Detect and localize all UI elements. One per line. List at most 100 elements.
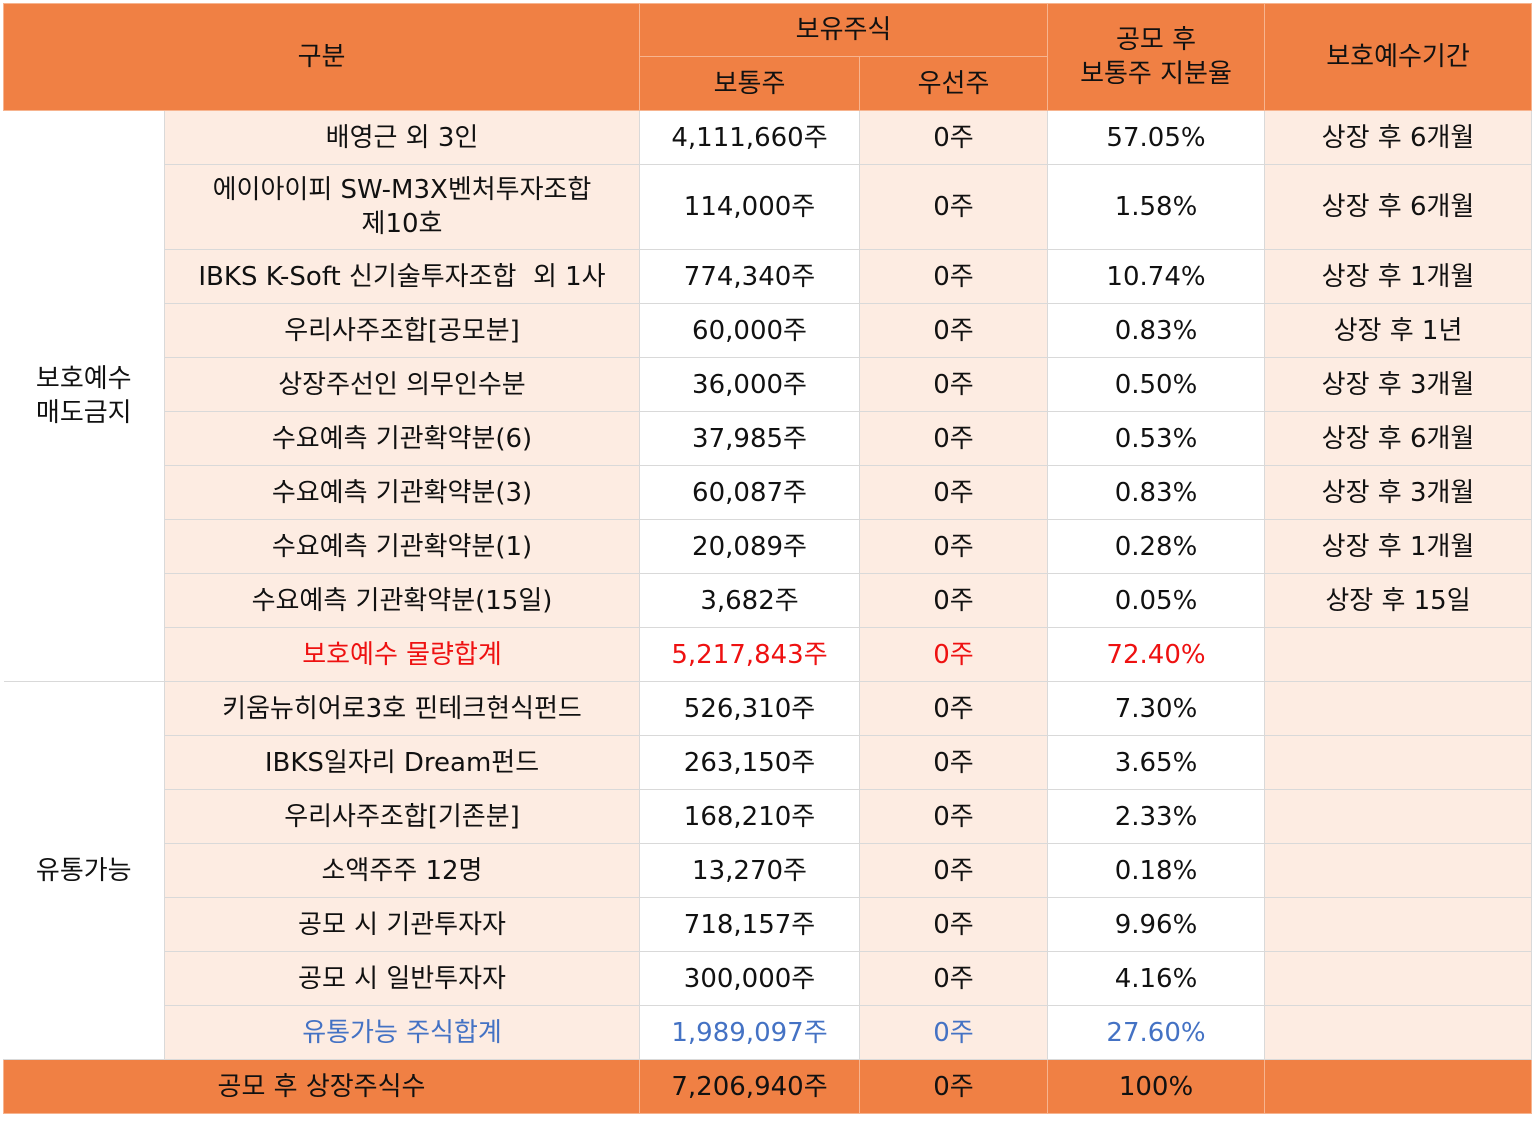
lockup-period: 상장 후 6개월 xyxy=(1264,164,1532,250)
preferred-shares: 0주 xyxy=(859,110,1048,165)
preferred-shares: 0주 xyxy=(859,573,1048,628)
holder-name: 공모 시 일반투자자 xyxy=(164,951,640,1006)
group-label-tradable: 유통가능 xyxy=(3,681,165,1060)
tradable-total-row: 유통가능 주식합계 1,989,097주 0주 27.60% xyxy=(4,1005,1532,1060)
preferred-shares: 0주 xyxy=(859,789,1048,844)
holder-name: 수요예측 기관확약분(6) xyxy=(164,411,640,466)
holder-name: 배영근 외 3인 xyxy=(164,110,640,165)
common-shares: 526,310주 xyxy=(639,681,860,736)
preferred-shares: 0주 xyxy=(859,627,1048,682)
common-shares: 60,087주 xyxy=(639,465,860,520)
table-row: 소액주주 12명 13,270주 0주 0.18% xyxy=(4,843,1532,898)
table-row: 우리사주조합[기존분] 168,210주 0주 2.33% xyxy=(4,789,1532,844)
holder-name-line2: 제10호 xyxy=(361,209,443,239)
holder-name: 에이아이피 SW-M3X벤처투자조합 제10호 xyxy=(164,164,640,250)
ownership-ratio: 1.58% xyxy=(1047,164,1265,250)
lockup-period: 상장 후 6개월 xyxy=(1264,411,1532,466)
common-shares: 168,210주 xyxy=(639,789,860,844)
table-row: 공모 시 일반투자자 300,000주 0주 4.16% xyxy=(4,951,1532,1006)
ownership-ratio: 72.40% xyxy=(1047,627,1265,682)
header-preferred-shares: 우선주 xyxy=(859,56,1048,111)
common-shares: 300,000주 xyxy=(639,951,860,1006)
common-shares: 114,000주 xyxy=(639,164,860,250)
lockup-period: 상장 후 1개월 xyxy=(1264,249,1532,304)
preferred-shares: 0주 xyxy=(859,735,1048,790)
holder-name: 우리사주조합[공모분] xyxy=(164,303,640,358)
ownership-ratio: 0.83% xyxy=(1047,465,1265,520)
lockup-period xyxy=(1264,897,1532,952)
table-row: 수요예측 기관확약분(1) 20,089주 0주 0.28% 상장 후 1개월 xyxy=(4,519,1532,574)
lockup-period xyxy=(1264,1005,1532,1060)
preferred-shares: 0주 xyxy=(859,411,1048,466)
common-shares: 4,111,660주 xyxy=(639,110,860,165)
common-shares: 718,157주 xyxy=(639,897,860,952)
ownership-ratio: 57.05% xyxy=(1047,110,1265,165)
common-shares: 1,989,097주 xyxy=(639,1005,860,1060)
holder-name: 우리사주조합[기존분] xyxy=(164,789,640,844)
lockup-period: 상장 후 3개월 xyxy=(1264,357,1532,412)
total-ownership-ratio: 100% xyxy=(1047,1059,1265,1114)
group-label-line1: 보호예수 xyxy=(35,364,132,394)
holder-name: 수요예측 기관확약분(1) xyxy=(164,519,640,574)
total-lockup-period xyxy=(1264,1059,1532,1114)
lockup-period: 상장 후 6개월 xyxy=(1264,110,1532,165)
holder-name: 수요예측 기관확약분(3) xyxy=(164,465,640,520)
preferred-shares: 0주 xyxy=(859,357,1048,412)
header-lockup-period: 보호예수기간 xyxy=(1264,3,1532,111)
preferred-shares: 0주 xyxy=(859,465,1048,520)
lockup-period: 상장 후 3개월 xyxy=(1264,465,1532,520)
ownership-ratio: 7.30% xyxy=(1047,681,1265,736)
holder-name: 유통가능 주식합계 xyxy=(164,1005,640,1060)
group-label-locked: 보호예수 매도금지 xyxy=(3,110,165,682)
holder-name: 보호예수 물량합계 xyxy=(164,627,640,682)
ownership-ratio: 0.05% xyxy=(1047,573,1265,628)
shareholding-table: 구분 보유주식 공모 후 보통주 지분율 보호예수기간 보통주 우선주 보호예수… xyxy=(3,3,1532,1114)
preferred-shares: 0주 xyxy=(859,519,1048,574)
holder-name: 소액주주 12명 xyxy=(164,843,640,898)
common-shares: 60,000주 xyxy=(639,303,860,358)
preferred-shares: 0주 xyxy=(859,843,1048,898)
common-shares: 5,217,843주 xyxy=(639,627,860,682)
group-label-line2: 매도금지 xyxy=(35,398,132,428)
common-shares: 37,985주 xyxy=(639,411,860,466)
preferred-shares: 0주 xyxy=(859,1005,1048,1060)
table-row: 우리사주조합[공모분] 60,000주 0주 0.83% 상장 후 1년 xyxy=(4,303,1532,358)
ownership-ratio: 0.83% xyxy=(1047,303,1265,358)
lockup-period xyxy=(1264,627,1532,682)
common-shares: 3,682주 xyxy=(639,573,860,628)
holder-name-line1: 에이아이피 SW-M3X벤처투자조합 xyxy=(212,175,592,205)
table-row: IBKS K-Soft 신기술투자조합 외 1사 774,340주 0주 10.… xyxy=(4,249,1532,304)
ownership-ratio: 4.16% xyxy=(1047,951,1265,1006)
header-ratio-line1: 공모 후 xyxy=(1115,25,1197,55)
holder-name: 수요예측 기관확약분(15일) xyxy=(164,573,640,628)
table-row: 수요예측 기관확약분(15일) 3,682주 0주 0.05% 상장 후 15일 xyxy=(4,573,1532,628)
header-ownership-ratio: 공모 후 보통주 지분율 xyxy=(1047,3,1265,111)
common-shares: 36,000주 xyxy=(639,357,860,412)
table-row: 상장주선인 의무인수분 36,000주 0주 0.50% 상장 후 3개월 xyxy=(4,357,1532,412)
header-common-shares: 보통주 xyxy=(639,56,860,111)
preferred-shares: 0주 xyxy=(859,897,1048,952)
table-row: 에이아이피 SW-M3X벤처투자조합 제10호 114,000주 0주 1.58… xyxy=(4,164,1532,250)
ownership-ratio: 3.65% xyxy=(1047,735,1265,790)
lockup-period: 상장 후 1개월 xyxy=(1264,519,1532,574)
total-preferred-shares: 0주 xyxy=(859,1059,1048,1114)
table-row: 공모 시 기관투자자 718,157주 0주 9.96% xyxy=(4,897,1532,952)
table-row: 수요예측 기관확약분(3) 60,087주 0주 0.83% 상장 후 3개월 xyxy=(4,465,1532,520)
holder-name: IBKS일자리 Dream펀드 xyxy=(164,735,640,790)
table-row: 보호예수 매도금지 배영근 외 3인 4,111,660주 0주 57.05% … xyxy=(3,110,1532,682)
lockup-period xyxy=(1264,843,1532,898)
lockup-period xyxy=(1264,789,1532,844)
common-shares: 774,340주 xyxy=(639,249,860,304)
lockup-period: 상장 후 15일 xyxy=(1264,573,1532,628)
header-ratio-line2: 보통주 지분율 xyxy=(1080,59,1232,89)
holder-name: 공모 시 기관투자자 xyxy=(164,897,640,952)
ownership-ratio: 2.33% xyxy=(1047,789,1265,844)
common-shares: 20,089주 xyxy=(639,519,860,574)
ownership-ratio: 9.96% xyxy=(1047,897,1265,952)
ownership-ratio: 27.60% xyxy=(1047,1005,1265,1060)
preferred-shares: 0주 xyxy=(859,303,1048,358)
locked-total-row: 보호예수 물량합계 5,217,843주 0주 72.40% xyxy=(4,627,1532,682)
header-category: 구분 xyxy=(3,3,640,111)
common-shares: 263,150주 xyxy=(639,735,860,790)
preferred-shares: 0주 xyxy=(859,951,1048,1006)
